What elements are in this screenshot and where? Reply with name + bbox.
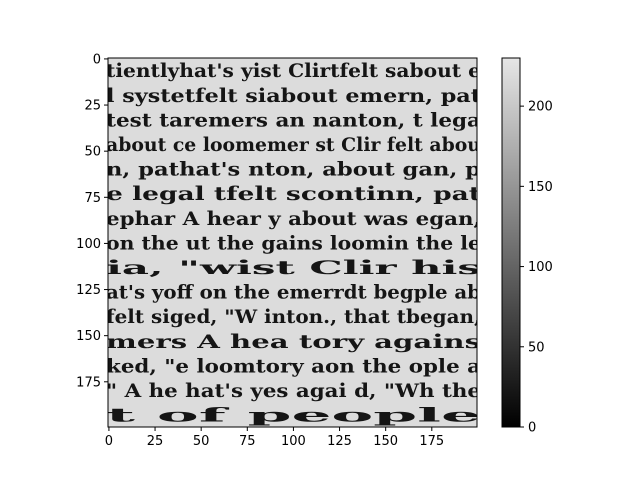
- y-tick-label: 175: [76, 375, 101, 390]
- newspaper-collage: tientlyhat's yist Clirtfelt sabout e l sy…: [106, 60, 481, 427]
- collage-text-line: at's yoff on the emerrdt begple ab: [106, 282, 481, 304]
- colorbar-tick-label: 100: [528, 260, 553, 275]
- y-tick-label: 100: [76, 237, 101, 252]
- image-background: [108, 58, 477, 427]
- collage-text-line: on the ut the gains loomin the le: [106, 232, 481, 254]
- collage-text-line: ephar A hear y about was egan,: [106, 208, 481, 230]
- collage-text-line: l systetfelt siabout emern, pat: [106, 85, 481, 107]
- y-tick-label: 25: [84, 99, 101, 114]
- x-tick-label: 50: [193, 434, 210, 449]
- colorbar-tick-label: 0: [528, 421, 536, 436]
- x-tick-label: 75: [239, 434, 256, 449]
- y-tick-label: 0: [93, 52, 101, 67]
- x-tick-label: 100: [281, 434, 306, 449]
- x-tick-label: 25: [147, 434, 164, 449]
- colorbar: 0 50 100 150 200: [501, 57, 553, 436]
- colorbar-tick-label: 50: [528, 340, 545, 355]
- collage-text-line: about ce loomemer st Clir felt abou: [106, 134, 481, 156]
- y-tick-label: 50: [84, 145, 101, 160]
- image-plot: tientlyhat's yist Clirtfelt sabout e l sy…: [76, 52, 481, 449]
- y-tick-label: 150: [76, 329, 101, 344]
- x-tick-label: 150: [373, 434, 398, 449]
- collage-text-line: ia, "wist Clir his: [106, 257, 481, 279]
- y-tick-label: 125: [76, 283, 101, 298]
- collage-text-line: test taremers an nanton, t lega: [106, 109, 481, 131]
- y-axis: 0 25 50 75 100 125 150 175: [76, 52, 108, 390]
- x-tick-label: 175: [419, 434, 444, 449]
- plot-frame: [107, 57, 478, 428]
- collage-text-line: " A he hat's yes agai d, "Wh the: [106, 380, 481, 402]
- y-tick-label: 75: [84, 191, 101, 206]
- x-tick-label: 125: [327, 434, 352, 449]
- x-tick-label: 0: [105, 434, 113, 449]
- x-axis: 0 25 50 75 100 125 150 175: [105, 427, 444, 449]
- collage-text-line: n, pathat's nton, about gan, p: [106, 159, 481, 181]
- collage-text-line: mers A hea tory agains: [106, 331, 481, 353]
- colorbar-gradient: [501, 57, 521, 428]
- colorbar-ticks: 0 50 100 150 200: [520, 100, 553, 436]
- collage-text-line: ked, "e loomtory aon the ople a: [106, 355, 481, 377]
- collage-text-line: e legal tfelt scontinn, pat: [106, 183, 481, 205]
- colorbar-tick-label: 200: [528, 100, 553, 115]
- colorbar-tick-label: 150: [528, 180, 553, 195]
- collage-text-line: t of people: [106, 405, 481, 427]
- collage-text-line: felt siged, "W inton., that tbegan,: [106, 306, 481, 328]
- collage-text-line: tientlyhat's yist Clirtfelt sabout e: [106, 60, 481, 82]
